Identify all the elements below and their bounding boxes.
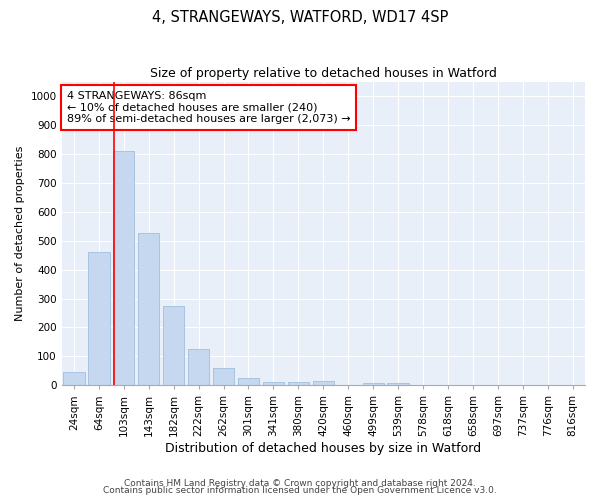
Bar — [263, 382, 284, 386]
X-axis label: Distribution of detached houses by size in Watford: Distribution of detached houses by size … — [165, 442, 481, 455]
Text: Contains HM Land Registry data © Crown copyright and database right 2024.: Contains HM Land Registry data © Crown c… — [124, 478, 476, 488]
Bar — [64, 372, 85, 386]
Bar — [362, 383, 384, 386]
Bar — [88, 252, 110, 386]
Text: 4, STRANGEWAYS, WATFORD, WD17 4SP: 4, STRANGEWAYS, WATFORD, WD17 4SP — [152, 10, 448, 25]
Title: Size of property relative to detached houses in Watford: Size of property relative to detached ho… — [150, 68, 497, 80]
Bar — [113, 151, 134, 386]
Bar — [138, 234, 160, 386]
Bar — [388, 383, 409, 386]
Bar — [188, 349, 209, 386]
Bar — [288, 382, 309, 386]
Bar — [238, 378, 259, 386]
Text: Contains public sector information licensed under the Open Government Licence v3: Contains public sector information licen… — [103, 486, 497, 495]
Y-axis label: Number of detached properties: Number of detached properties — [15, 146, 25, 321]
Bar — [213, 368, 234, 386]
Bar — [313, 381, 334, 386]
Bar — [163, 306, 184, 386]
Text: 4 STRANGEWAYS: 86sqm
← 10% of detached houses are smaller (240)
89% of semi-deta: 4 STRANGEWAYS: 86sqm ← 10% of detached h… — [67, 91, 350, 124]
